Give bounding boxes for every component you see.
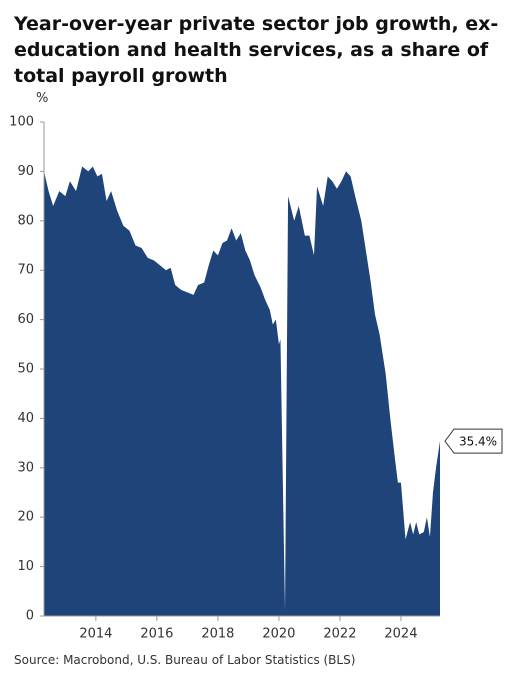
source: Source: Macrobond, U.S. Bureau of Labor … — [14, 653, 355, 667]
x-tick-label: 2014 — [79, 627, 112, 642]
area — [44, 166, 440, 616]
chart-title: total payroll growth — [14, 65, 228, 87]
y-tick-label: 60 — [17, 312, 34, 327]
x-tick-label: 2020 — [262, 627, 295, 642]
x-tick-label: 2024 — [384, 627, 417, 642]
y-tick-label: 80 — [17, 213, 34, 228]
y-tick-label: 10 — [17, 559, 34, 574]
x-tick-label: 2016 — [140, 627, 173, 642]
y-tick-label: 100 — [9, 115, 34, 130]
y-tick-label: 70 — [17, 263, 34, 278]
y-tick-label: 0 — [26, 609, 34, 624]
y-tick-label: 90 — [17, 164, 34, 179]
x-tick-label: 2022 — [323, 627, 356, 642]
chart-title: Year-over-year private sector job growth… — [13, 13, 498, 35]
y-axis-label: % — [36, 91, 48, 106]
y-tick-label: 40 — [17, 411, 34, 426]
y-tick-label: 20 — [17, 510, 34, 525]
callout-box — [444, 428, 503, 454]
chart-title: education and health services, as a shar… — [14, 39, 489, 61]
x-tick-label: 2018 — [201, 627, 234, 642]
callout-label: 35.4% — [459, 435, 497, 449]
y-tick-label: 50 — [17, 362, 34, 377]
y-tick-label: 30 — [17, 460, 34, 475]
